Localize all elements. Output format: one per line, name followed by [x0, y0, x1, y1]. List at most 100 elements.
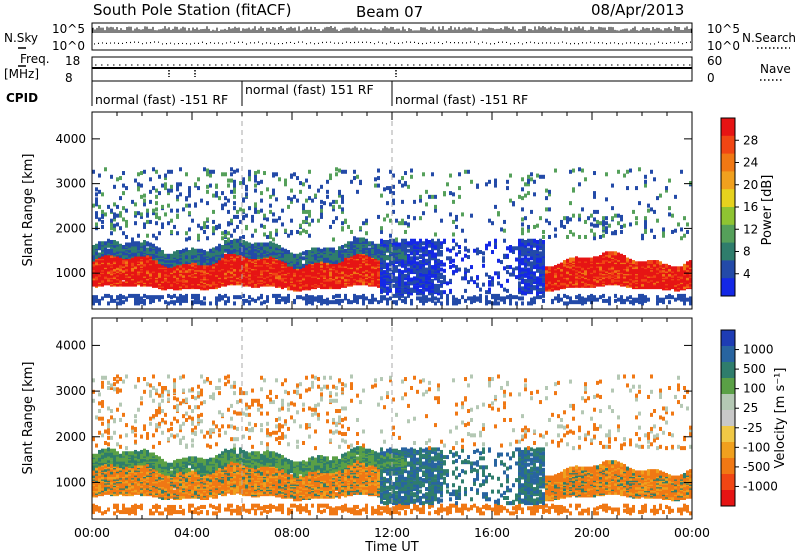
- rti-cell: [152, 243, 155, 248]
- rti-cell: [344, 169, 347, 174]
- rti-cell: [254, 209, 257, 214]
- rti-cell: [233, 295, 236, 300]
- rti-cell: [161, 183, 164, 188]
- rti-cell: [458, 194, 461, 199]
- rti-cell: [353, 176, 356, 181]
- rti-cell: [413, 268, 416, 273]
- rti-cell: [224, 267, 227, 272]
- rti-cell: [425, 282, 428, 287]
- rti-cell: [164, 253, 167, 258]
- rti-cell: [449, 265, 452, 270]
- rti-cell: [428, 253, 431, 258]
- rti-cell: [308, 196, 311, 201]
- rti-cell: [251, 250, 254, 255]
- rti-cell: [488, 218, 491, 223]
- rti-cell: [440, 260, 443, 265]
- rti-cell: [260, 242, 263, 247]
- rti-cell: [443, 238, 446, 243]
- rti-cell: [524, 243, 527, 248]
- rti-cell: [494, 238, 497, 243]
- rti-cell: [596, 266, 599, 271]
- rti-cell: [401, 238, 404, 243]
- rti-cell: [383, 286, 386, 291]
- rti-cell: [341, 194, 344, 199]
- rti-cell: [143, 293, 146, 298]
- rti-cell: [383, 262, 386, 267]
- rti-cell: [227, 296, 230, 301]
- rti-cell: [143, 298, 146, 303]
- rti-cell: [482, 258, 485, 263]
- rti-cell: [395, 218, 398, 223]
- rti-cell: [308, 233, 311, 238]
- rti-cell: [380, 258, 383, 263]
- rti-cell: [242, 177, 245, 182]
- rti-cell: [479, 298, 482, 303]
- rti-cell: [407, 271, 410, 276]
- rti-cell: [212, 219, 215, 224]
- rti-cell: [266, 298, 269, 303]
- rti-cell: [404, 181, 407, 186]
- rti-cell: [350, 229, 353, 234]
- rti-cell: [437, 251, 440, 256]
- rti-cell: [566, 270, 569, 275]
- rti-cell: [389, 287, 392, 292]
- rti-cell: [329, 224, 332, 229]
- rti-cell: [224, 172, 227, 177]
- rti-cell: [224, 196, 227, 201]
- rti-cell: [122, 171, 125, 176]
- rti-cell: [218, 270, 221, 275]
- rti-cell: [125, 242, 128, 247]
- rti-cell: [542, 234, 545, 239]
- rti-cell: [401, 176, 404, 181]
- rti-cell: [497, 275, 500, 280]
- rti-cell: [464, 238, 467, 243]
- rti-cell: [533, 224, 536, 229]
- rti-cell: [542, 258, 545, 263]
- rti-cell: [323, 298, 326, 303]
- rti-cell: [317, 188, 320, 193]
- rti-cell: [254, 242, 257, 247]
- rti-cell: [407, 248, 410, 253]
- rti-cell: [326, 270, 329, 275]
- rti-cell: [605, 251, 608, 256]
- rti-cell: [593, 232, 596, 237]
- nsky-label: N.Sky: [4, 31, 38, 45]
- rti-cell: [605, 267, 608, 272]
- rti-cell: [437, 297, 440, 302]
- rti-cell: [521, 290, 524, 295]
- rti-cell: [230, 221, 233, 226]
- rti-cell: [224, 247, 227, 252]
- rti-cell: [122, 217, 125, 222]
- rti-cell: [338, 301, 341, 306]
- rti-cell: [359, 243, 362, 248]
- rti-cell: [278, 280, 281, 285]
- rti-cell: [485, 246, 488, 251]
- rti-cell: [389, 243, 392, 248]
- rti-cell: [395, 288, 398, 293]
- rti-cell: [167, 258, 170, 263]
- rti-cell: [137, 245, 140, 250]
- rti-cell: [152, 248, 155, 253]
- rti-cell: [134, 276, 137, 281]
- rti-cell: [290, 265, 293, 270]
- rti-cell: [173, 293, 176, 298]
- nsearch-label: N.Search: [742, 31, 796, 45]
- rti-cell: [377, 278, 380, 283]
- rti-cell: [311, 276, 314, 281]
- rti-cell: [518, 283, 521, 288]
- rti-cell: [575, 300, 578, 305]
- rti-cell: [410, 298, 413, 303]
- rti-cell: [530, 272, 533, 277]
- rti-cell: [536, 268, 539, 273]
- rti-cell: [386, 297, 389, 302]
- rti-cell: [104, 167, 107, 172]
- rti-cell: [308, 262, 311, 267]
- rti-cell: [269, 241, 272, 246]
- rti-cell: [119, 256, 122, 261]
- rti-cell: [197, 296, 200, 301]
- rti-cell: [149, 300, 152, 305]
- rti-cell: [218, 223, 221, 228]
- rti-cell: [203, 301, 206, 306]
- rti-cell: [167, 263, 170, 268]
- rti-cell: [197, 186, 200, 191]
